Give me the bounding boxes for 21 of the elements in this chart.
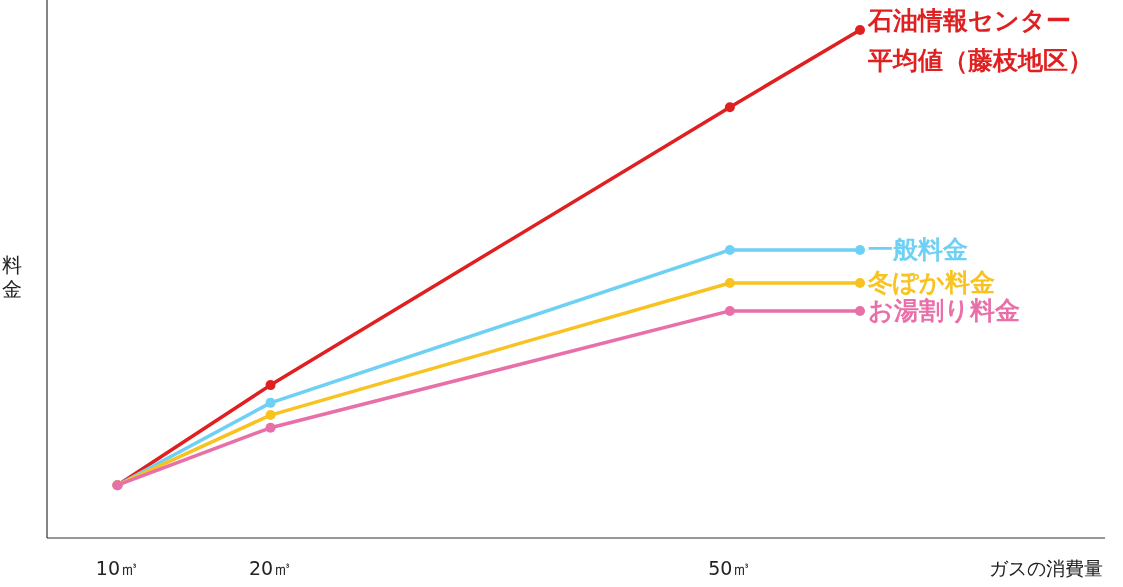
- series-label: 冬ぽか料金: [867, 267, 996, 297]
- point: [265, 422, 276, 433]
- point: [855, 244, 866, 255]
- x-tick-label: 10㎥: [95, 557, 140, 579]
- point: [724, 102, 735, 113]
- point: [724, 305, 735, 316]
- x-axis-title: ガスの消費量: [989, 557, 1103, 579]
- y-axis-title: 料金: [2, 253, 22, 301]
- series-label: 一般料金: [868, 234, 969, 264]
- point: [855, 25, 866, 35]
- point: [265, 380, 276, 391]
- point: [724, 277, 735, 288]
- point: [855, 305, 866, 316]
- point: [265, 397, 276, 408]
- point: [855, 277, 866, 288]
- x-tick-label: 20㎥: [248, 557, 293, 579]
- x-tick-label: 50㎥: [708, 557, 752, 579]
- series-label: お湯割り料金: [868, 295, 1021, 325]
- series-label: 石油情報センター平均値（藤枝地区）: [867, 6, 1094, 75]
- point: [724, 244, 735, 255]
- point: [265, 410, 276, 421]
